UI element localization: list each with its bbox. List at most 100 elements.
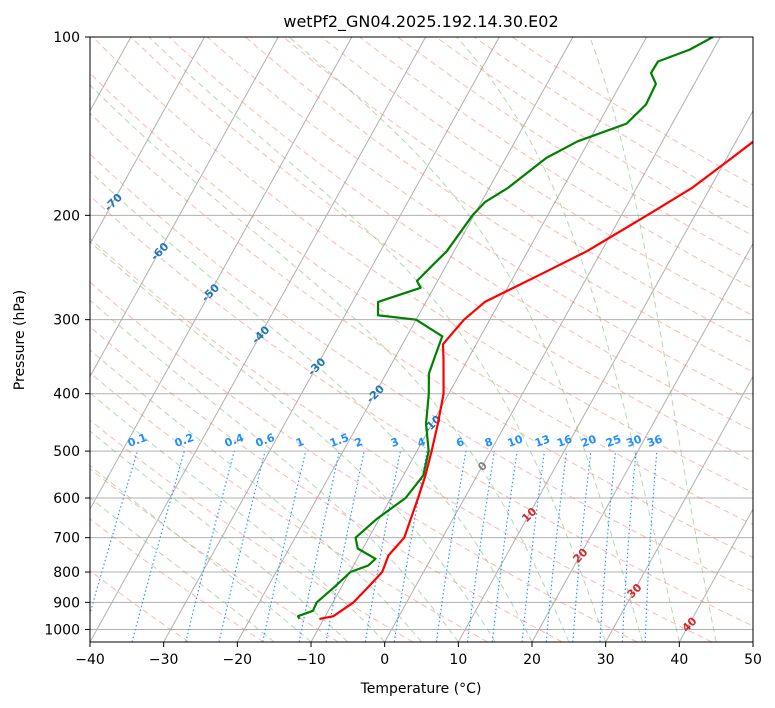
dry-adiabat [90,518,264,642]
x-tick-label: 0 [380,652,389,668]
dry-adiabat [90,195,753,627]
mixing-ratio-line [545,451,568,642]
y-tick-label: 300 [53,313,80,329]
isotherm-label: -80 [53,146,76,169]
y-tick-label: 800 [53,565,80,581]
x-tick-label: −40 [75,652,105,668]
moist-adiabat [90,497,275,642]
isotherm-line [163,37,500,642]
isotherm-label: 30 [625,581,645,601]
isotherm-line [605,375,753,642]
dry-adiabat [244,37,753,373]
mixing-ratio-label: 1 [294,435,306,450]
x-tick-label: −20 [223,652,253,668]
moist-adiabat [288,37,643,642]
mixing-ratio-line [185,450,235,642]
mixing-ratio-line [521,451,546,642]
dry-adiabat [90,153,753,592]
mixing-ratio-label: 3 [389,435,401,450]
isotherm-line [457,109,753,642]
mixing-ratio-line [599,451,617,642]
x-tick-label: 30 [597,652,615,668]
mixing-ratio-label: 10 [506,432,525,450]
dry-adiabat [321,37,753,317]
mixing-ratio-line [466,451,495,642]
y-tick-label: 100 [53,30,80,46]
isotherm-line [236,37,574,642]
x-tick-label: 20 [523,652,541,668]
mixing-ratio-label: 4 [416,435,428,450]
moist-adiabat [90,299,459,642]
isotherm-line [310,37,648,642]
mixing-ratio-label: 6 [454,435,466,450]
isotherm-label: 0 [475,459,490,474]
isotherm-label: -70 [102,191,125,214]
isotherm-label: -10 [421,412,444,435]
moist-adiabat [90,241,496,642]
isotherm-line [531,242,753,642]
dry-adiabat [90,326,563,642]
dry-adiabat [359,37,753,290]
moist-adiabat [90,84,570,642]
moist-adiabat [90,349,422,642]
isotherm-line [90,37,427,642]
mixing-ratio-label: 25 [604,432,623,449]
y-tick-label: 600 [53,491,80,507]
moist-adiabat [90,464,312,642]
mixing-ratio-label: 30 [625,432,644,450]
dry-adiabat [90,570,190,642]
y-axis: 1000 900 800 700 600 500 400 300 200 100 [44,30,90,638]
dry-adiabat [90,468,339,642]
isotherm-label: -20 [364,382,387,405]
dry-adiabat [92,37,753,494]
isotherm-line [90,37,353,511]
isotherm-line [752,640,753,642]
moist-adiabat [456,37,680,642]
mixing-ratio-line [298,450,340,642]
mixing-ratio-line [435,451,467,642]
isotherm-line [0,37,57,642]
moist-adiabat [589,37,717,642]
mixing-ratio-line [572,451,592,642]
moist-adiabat [90,170,533,642]
x-tick-label: 50 [744,652,762,668]
plot-area: 0.10.20.40.611.52346810131620253036-100-… [0,36,754,643]
x-tick-label: 40 [670,652,688,668]
isotherm-label: 20 [570,546,590,566]
isotherm-line [90,37,279,378]
dry-adiabat [206,37,753,402]
mixing-ratio-label: 36 [645,432,664,450]
y-tick-label: 1000 [44,622,80,638]
isotherm-line [678,508,753,642]
isotherm-label: 10 [519,505,539,525]
isotherm-line [384,37,721,642]
x-tick-label: −30 [149,652,179,668]
mixing-ratio-line [218,450,266,642]
mixing-ratio-label: 0.1 [126,431,149,450]
mixing-ratio-label: 0.4 [223,431,246,450]
mixing-ratio-line [90,450,138,616]
mixing-ratio-label: 20 [579,432,598,450]
isotherm-label: 40 [680,614,700,634]
mixing-ratio-label: 2 [353,435,365,450]
x-axis: −40 −30 −20 −10 0 10 20 30 40 50 [75,642,762,668]
mixing-ratio-line [393,451,428,642]
mixing-ratio-line [131,450,185,642]
isotherm-label: -90 [9,93,32,116]
dry-adiabat [283,37,753,345]
mixing-ratio-label: 16 [555,432,574,450]
isotherm-line [90,37,206,245]
x-tick-label: −10 [296,652,326,668]
mixing-ratio-line [491,451,518,642]
moist-adiabat [148,37,607,642]
y-tick-label: 900 [53,595,80,611]
temperature-trace [319,140,753,620]
dry-adiabat [90,372,488,642]
chart-title: wetPf2_GN04.2025.192.14.30.E02 [283,12,558,32]
mixing-ratio-line [325,450,365,642]
dry-adiabat [511,37,753,186]
y-tick-label: 700 [53,531,80,547]
mixing-ratio-label: 0.6 [254,431,277,450]
dry-adiabat [90,281,638,642]
